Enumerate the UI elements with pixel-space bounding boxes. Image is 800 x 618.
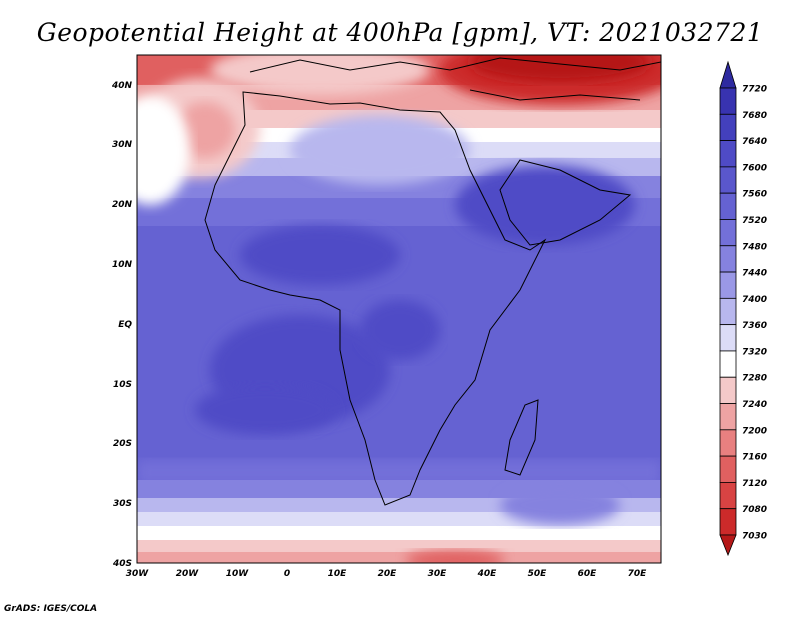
x-tick-label: 40E [477,569,498,579]
colorbar-label: 7030 [742,532,767,542]
colorbar-segment [719,166,737,194]
colorbar-label: 7480 [742,242,767,252]
colorbar-label: 7160 [742,453,767,463]
colorbar-label: 7720 [742,85,767,95]
colorbar-label: 7680 [742,111,767,121]
colorbar-bottom-arrow [719,534,737,557]
colorbar-segment [719,350,737,378]
y-tick-label: 30N [112,140,133,150]
y-tick-label: 10N [112,260,133,270]
colorbar-segment [719,297,737,326]
colorbar-segment [719,192,737,220]
colorbar-label: 7440 [742,269,767,279]
map-frame [136,54,662,564]
colorbar-segment [719,113,737,141]
colorbar-segment [719,508,737,536]
x-tick-label: 30E [428,569,448,579]
colorbar-segment [719,140,737,168]
y-tick-label: EQ [118,320,132,330]
x-tick-label: 70E [628,569,648,579]
colorbar-label: 7120 [742,479,767,489]
colorbar-segment [719,429,737,457]
colorbar-label: 7640 [742,137,767,147]
x-tick-label: 10E [328,569,348,579]
y-tick-label: 10S [113,380,132,390]
credit-text: GrADS: IGES/COLA [4,604,98,614]
coastlines [204,57,661,506]
height-field [137,55,661,563]
colorbar: 7720 7680 7640 7600 7560 7520 7480 7440 7400 7360… [719,60,767,557]
x-tick-label: 20E [378,569,398,579]
x-tick-label: 60E [578,569,598,579]
y-tick-label: 20S [113,439,132,449]
colorbar-label: 7400 [742,295,767,305]
x-tick-label: 20W [176,569,200,579]
x-tick-label: 30W [126,569,150,579]
y-axis: 40N 30N 20N 10N EQ 10S 20S 30S 40S [111,81,133,569]
x-tick-label: 10W [226,569,250,579]
colorbar-label: 7520 [742,216,767,226]
colorbar-segment [719,455,737,483]
x-tick-label: 50E [528,569,548,579]
colorbar-label: 7240 [742,400,767,410]
colorbar-label: 7080 [742,505,767,515]
colorbar-segment [719,87,737,115]
y-tick-label: 30S [113,499,132,509]
colorbar-segment [719,324,737,352]
colorbar-segment [719,219,737,247]
y-tick-label: 40S [112,559,132,569]
colorbar-label: 7280 [742,374,767,384]
chart-title: Geopotential Height at 400hPa [gpm], VT:… [36,18,764,47]
colorbar-top-arrow [719,60,737,89]
colorbar-segment [719,376,737,404]
colorbar-label: 7560 [742,190,767,200]
y-tick-label: 20N [112,200,133,210]
colorbar-label: 7200 [742,426,767,436]
colorbar-label: 7320 [742,347,767,357]
y-tick-label: 40N [111,81,133,91]
colorbar-segment [719,271,737,299]
colorbar-segment [719,403,737,431]
colorbar-segment [719,245,737,273]
colorbar-segment [719,482,737,510]
colorbar-label: 7360 [742,321,767,331]
x-tick-label: 0 [284,569,290,579]
x-axis: 30W 20W 10W 0 10E 20E 30E 40E 50E 60E 70… [126,569,647,579]
colorbar-label: 7600 [742,163,767,173]
